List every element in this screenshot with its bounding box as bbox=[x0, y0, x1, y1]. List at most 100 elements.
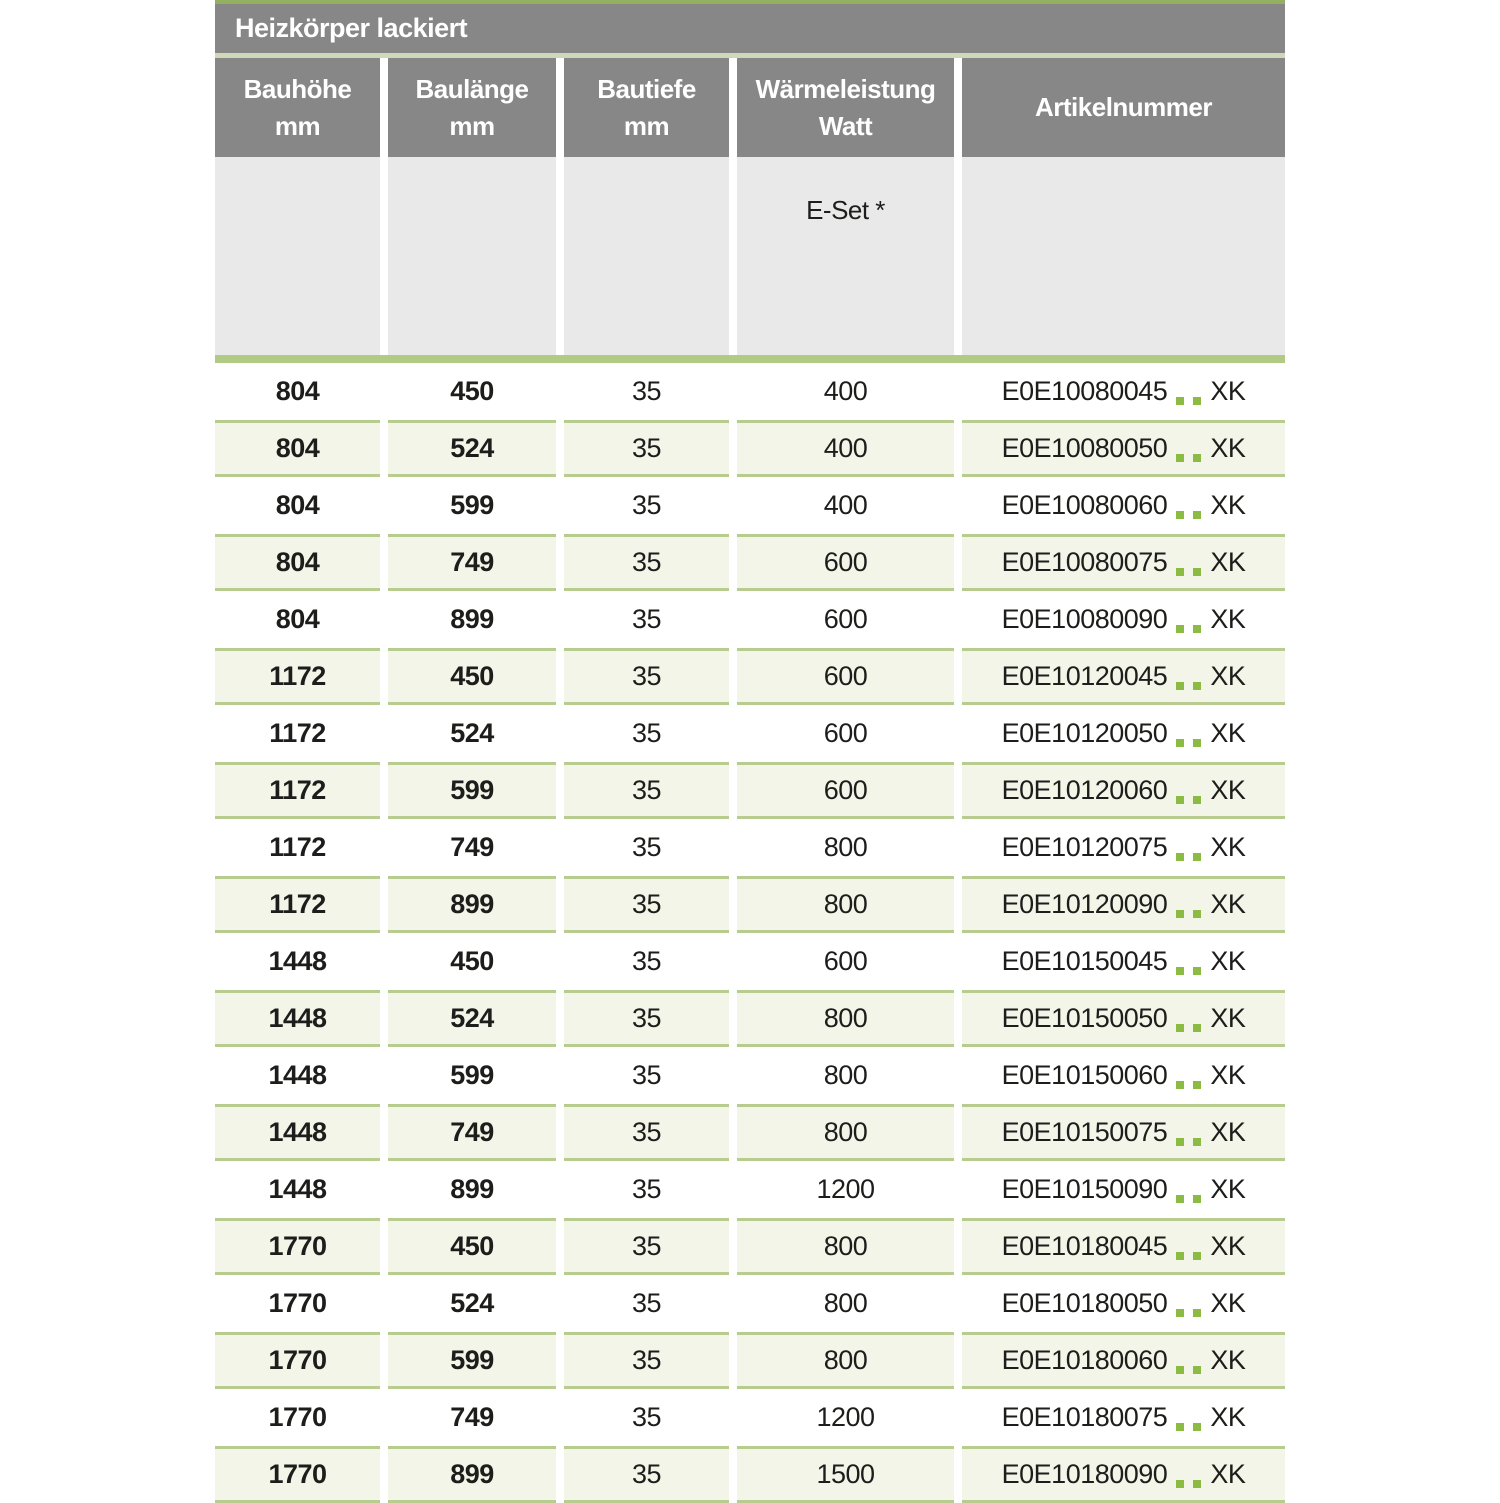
placeholder-dot-icon bbox=[1193, 739, 1202, 747]
placeholder-dot-icon bbox=[1176, 967, 1185, 975]
artikelnummer-suffix: XK bbox=[1210, 832, 1246, 862]
placeholder-dot-icon bbox=[1176, 454, 1185, 462]
artikelnummer: E0E10180060 XK bbox=[1002, 1345, 1246, 1376]
column-header-artikelnummer: Artikelnummer bbox=[962, 58, 1285, 157]
artikelnummer-suffix: XK bbox=[1210, 1117, 1246, 1147]
subheader-cell-baulaenge bbox=[388, 157, 556, 355]
cell-baulaenge: 599 bbox=[388, 1332, 556, 1389]
cell-artikelnummer: E0E10120075 XK bbox=[962, 819, 1285, 876]
cell-baulaenge: 450 bbox=[388, 363, 556, 420]
product-table: Heizkörper lackiert Bauhöhe mm Baulänge … bbox=[215, 0, 1285, 1503]
cell-waermeleistung: 400 bbox=[737, 363, 954, 420]
placeholder-dot-icon bbox=[1176, 568, 1185, 576]
artikelnummer-suffix: XK bbox=[1210, 1174, 1246, 1204]
subheader-cell-eset: E-Set * bbox=[737, 157, 954, 355]
artikelnummer-prefix: E0E10150045 bbox=[1001, 946, 1168, 976]
artikelnummer-prefix: E0E10180060 bbox=[1001, 1345, 1168, 1375]
cell-waermeleistung: 800 bbox=[737, 990, 954, 1047]
table-row: 1448 599 35 800 E0E10150060 XK bbox=[215, 1047, 1285, 1104]
placeholder-dot-icon bbox=[1193, 1138, 1202, 1146]
artikelnummer-suffix: XK bbox=[1210, 433, 1246, 463]
placeholder-dot-icon bbox=[1193, 967, 1202, 975]
cell-artikelnummer: E0E10120060 XK bbox=[962, 762, 1285, 819]
cell-artikelnummer: E0E10180090 XK bbox=[962, 1446, 1285, 1503]
cell-waermeleistung: 600 bbox=[737, 762, 954, 819]
cell-waermeleistung: 800 bbox=[737, 1275, 954, 1332]
table-row: 804 599 35 400 E0E10080060 XK bbox=[215, 477, 1285, 534]
cell-artikelnummer: E0E10080075 XK bbox=[962, 534, 1285, 591]
cell-bauhoehe: 1448 bbox=[215, 990, 380, 1047]
artikelnummer: E0E10180050 XK bbox=[1002, 1288, 1246, 1319]
placeholder-dot-icon bbox=[1193, 796, 1202, 804]
artikelnummer: E0E10150060 XK bbox=[1002, 1060, 1246, 1091]
artikelnummer: E0E10080075 XK bbox=[1002, 547, 1246, 578]
cell-bauhoehe: 1448 bbox=[215, 1161, 380, 1218]
artikelnummer-suffix: XK bbox=[1210, 718, 1246, 748]
cell-waermeleistung: 1200 bbox=[737, 1389, 954, 1446]
cell-bautiefe: 35 bbox=[564, 1161, 729, 1218]
table-row: 804 749 35 600 E0E10080075 XK bbox=[215, 534, 1285, 591]
cell-artikelnummer: E0E10150075 XK bbox=[962, 1104, 1285, 1161]
placeholder-dot-icon bbox=[1193, 1252, 1202, 1260]
cell-artikelnummer: E0E10120090 XK bbox=[962, 876, 1285, 933]
artikelnummer: E0E10080050 XK bbox=[1002, 433, 1246, 464]
table-row: 1770 599 35 800 E0E10180060 XK bbox=[215, 1332, 1285, 1389]
cell-waermeleistung: 800 bbox=[737, 876, 954, 933]
table-title: Heizkörper lackiert bbox=[235, 13, 468, 43]
table-title-bar: Heizkörper lackiert bbox=[215, 4, 1285, 53]
placeholder-dot-icon bbox=[1193, 910, 1202, 918]
placeholder-dot-icon bbox=[1176, 1423, 1185, 1431]
placeholder-dot-icon bbox=[1193, 454, 1202, 462]
table-row: 1770 524 35 800 E0E10180050 XK bbox=[215, 1275, 1285, 1332]
table-row: 1770 899 35 1500 E0E10180090 XK bbox=[215, 1446, 1285, 1503]
placeholder-dot-icon bbox=[1176, 910, 1185, 918]
artikelnummer-suffix: XK bbox=[1210, 1288, 1246, 1318]
column-header-unit: mm bbox=[623, 110, 670, 141]
artikelnummer: E0E10180075 XK bbox=[1002, 1402, 1246, 1433]
placeholder-dot-icon bbox=[1193, 568, 1202, 576]
placeholder-dot-icon bbox=[1176, 625, 1185, 633]
cell-artikelnummer: E0E10180060 XK bbox=[962, 1332, 1285, 1389]
column-header-waermeleistung: Wärmeleistung Watt bbox=[737, 58, 954, 157]
placeholder-dot-icon bbox=[1193, 682, 1202, 690]
placeholder-dot-icon bbox=[1176, 1309, 1185, 1317]
artikelnummer-prefix: E0E10180090 bbox=[1001, 1459, 1168, 1489]
placeholder-dot-icon bbox=[1176, 1195, 1185, 1203]
column-header-bautiefe: Bautiefe mm bbox=[564, 58, 729, 157]
table-row: 1448 450 35 600 E0E10150045 XK bbox=[215, 933, 1285, 990]
cell-artikelnummer: E0E10080045 XK bbox=[962, 363, 1285, 420]
cell-bauhoehe: 1172 bbox=[215, 762, 380, 819]
artikelnummer-prefix: E0E10180050 bbox=[1001, 1288, 1168, 1318]
cell-waermeleistung: 800 bbox=[737, 819, 954, 876]
artikelnummer-prefix: E0E10150075 bbox=[1001, 1117, 1168, 1147]
cell-bautiefe: 35 bbox=[564, 876, 729, 933]
artikelnummer: E0E10080090 XK bbox=[1002, 604, 1246, 635]
cell-bauhoehe: 1770 bbox=[215, 1389, 380, 1446]
artikelnummer-suffix: XK bbox=[1210, 1459, 1246, 1489]
column-header-label: Artikelnummer bbox=[1035, 92, 1213, 122]
cell-bautiefe: 35 bbox=[564, 990, 729, 1047]
cell-artikelnummer: E0E10080050 XK bbox=[962, 420, 1285, 477]
cell-bauhoehe: 1770 bbox=[215, 1218, 380, 1275]
cell-artikelnummer: E0E10180050 XK bbox=[962, 1275, 1285, 1332]
placeholder-dot-icon bbox=[1193, 1309, 1202, 1317]
cell-bautiefe: 35 bbox=[564, 363, 729, 420]
table-row: 1448 524 35 800 E0E10150050 XK bbox=[215, 990, 1285, 1047]
cell-waermeleistung: 400 bbox=[737, 477, 954, 534]
cell-baulaenge: 749 bbox=[388, 819, 556, 876]
cell-waermeleistung: 800 bbox=[737, 1104, 954, 1161]
artikelnummer-suffix: XK bbox=[1210, 775, 1246, 805]
cell-baulaenge: 524 bbox=[388, 1275, 556, 1332]
placeholder-dot-icon bbox=[1176, 682, 1185, 690]
cell-baulaenge: 749 bbox=[388, 1389, 556, 1446]
artikelnummer: E0E10120045 XK bbox=[1002, 661, 1246, 692]
column-header-label: Wärmeleistung bbox=[755, 73, 936, 104]
placeholder-dot-icon bbox=[1193, 1024, 1202, 1032]
cell-baulaenge: 524 bbox=[388, 420, 556, 477]
placeholder-dot-icon bbox=[1176, 796, 1185, 804]
cell-bautiefe: 35 bbox=[564, 1218, 729, 1275]
artikelnummer: E0E10150045 XK bbox=[1002, 946, 1246, 977]
cell-bauhoehe: 804 bbox=[215, 420, 380, 477]
placeholder-dot-icon bbox=[1176, 1366, 1185, 1374]
placeholder-dot-icon bbox=[1176, 1480, 1185, 1488]
